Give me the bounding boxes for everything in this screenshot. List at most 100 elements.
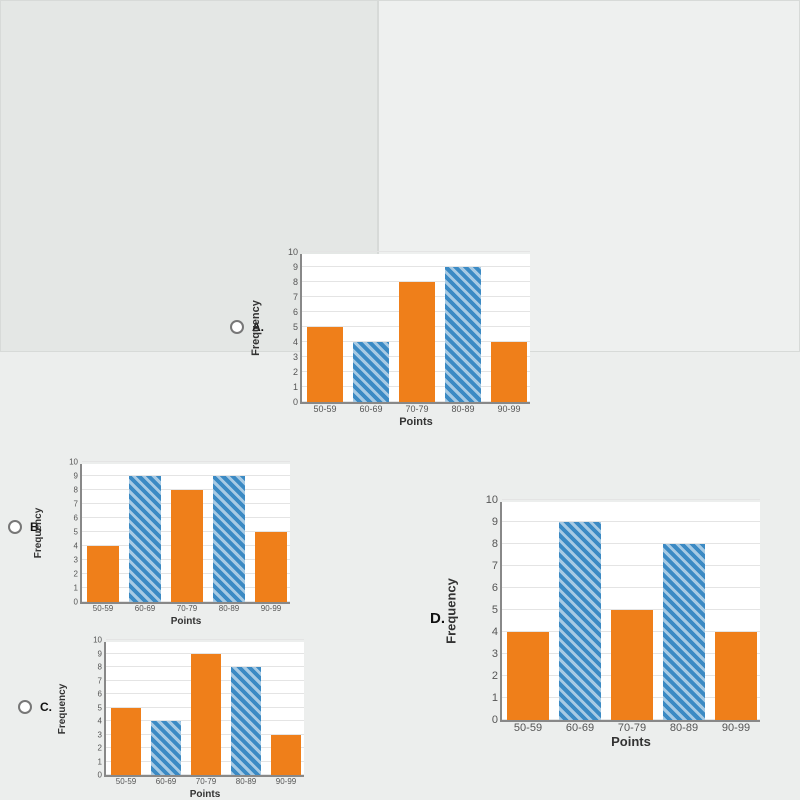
x-tick-label: 60-69 [156, 775, 176, 786]
grid-line [502, 587, 760, 588]
chart-plot-area: 01234567891050-5960-6970-7980-8990-99Poi… [80, 464, 290, 604]
y-tick-label: 9 [98, 649, 102, 658]
y-tick-label: 8 [74, 486, 78, 495]
radio-choice-a[interactable] [230, 320, 244, 334]
chart-d: 01234567891050-5960-6970-7980-8990-99Poi… [500, 502, 760, 722]
y-tick-label: 10 [288, 247, 298, 257]
histogram-bar [271, 735, 301, 776]
chart-plot-area: 01234567891050-5960-6970-7980-8990-99Poi… [300, 254, 530, 404]
x-axis-label: Points [171, 616, 202, 627]
y-tick-label: 8 [492, 538, 498, 550]
histogram-bar [191, 654, 221, 776]
y-tick-label: 6 [492, 582, 498, 594]
grid-line [502, 565, 760, 566]
y-tick-label: 4 [74, 542, 78, 551]
histogram-bar [507, 632, 549, 720]
y-tick-label: 5 [98, 703, 102, 712]
x-tick-label: 90-99 [497, 402, 520, 414]
x-tick-label: 70-79 [177, 602, 197, 613]
x-tick-label: 50-59 [313, 402, 336, 414]
histogram-bar [255, 532, 287, 602]
grid-line [502, 521, 760, 522]
x-tick-label: 50-59 [116, 775, 136, 786]
y-tick-label: 6 [74, 514, 78, 523]
grid-line [302, 266, 530, 267]
y-tick-label: 2 [492, 670, 498, 682]
chart-a: 01234567891050-5960-6970-7980-8990-99Poi… [300, 254, 530, 404]
y-tick-label: 5 [492, 604, 498, 616]
y-tick-label: 3 [492, 648, 498, 660]
x-axis-label: Points [190, 789, 221, 800]
y-tick-label: 0 [293, 397, 298, 407]
x-tick-label: 70-79 [405, 402, 428, 414]
grid-line [502, 499, 760, 500]
y-tick-label: 4 [293, 337, 298, 347]
histogram-bar [111, 708, 141, 776]
histogram-bar [213, 476, 245, 602]
x-tick-label: 60-69 [135, 602, 155, 613]
x-tick-label: 80-89 [236, 775, 256, 786]
y-axis-label: Frequency [250, 300, 262, 356]
y-tick-label: 7 [293, 292, 298, 302]
x-tick-label: 60-69 [566, 720, 594, 734]
page-root: The frequency table shows the number of … [0, 0, 800, 800]
y-tick-label: 6 [293, 307, 298, 317]
y-tick-label: 3 [74, 556, 78, 565]
y-tick-label: 1 [293, 382, 298, 392]
y-tick-label: 5 [293, 322, 298, 332]
histogram-bar [715, 632, 757, 720]
grid-line [82, 475, 290, 476]
chart-plot-area: 01234567891050-5960-6970-7980-8990-99Poi… [104, 642, 304, 777]
chart-plot-area: 01234567891050-5960-6970-7980-8990-99Poi… [500, 502, 760, 722]
y-tick-label: 0 [98, 771, 102, 780]
histogram-bar [559, 522, 601, 720]
histogram-bar [445, 267, 481, 402]
y-tick-label: 1 [98, 757, 102, 766]
y-tick-label: 2 [98, 744, 102, 753]
y-tick-label: 1 [492, 692, 498, 704]
y-tick-label: 0 [492, 714, 498, 726]
y-tick-label: 2 [74, 570, 78, 579]
x-tick-label: 60-69 [359, 402, 382, 414]
histogram-bar [171, 490, 203, 602]
histogram-bar [231, 667, 261, 775]
x-tick-label: 90-99 [276, 775, 296, 786]
y-tick-label: 9 [492, 516, 498, 528]
y-axis-label: Frequency [57, 683, 68, 734]
radio-choice-c[interactable] [18, 700, 32, 714]
histogram-bar [399, 282, 435, 402]
y-tick-label: 2 [293, 367, 298, 377]
y-tick-label: 9 [293, 262, 298, 272]
y-tick-label: 10 [486, 494, 498, 506]
histogram-bar [611, 610, 653, 720]
histogram-bar [151, 721, 181, 775]
y-tick-label: 10 [69, 458, 78, 467]
grid-line [302, 251, 530, 252]
y-tick-label: 8 [293, 277, 298, 287]
y-tick-label: 7 [74, 500, 78, 509]
histogram-bar [307, 327, 343, 402]
x-tick-label: 80-89 [670, 720, 698, 734]
histogram-bar [663, 544, 705, 720]
histogram-bar [491, 342, 527, 402]
grid-line [502, 543, 760, 544]
x-axis-label: Points [399, 416, 433, 428]
chart-b: 01234567891050-5960-6970-7980-8990-99Poi… [80, 464, 290, 604]
y-tick-label: 8 [98, 663, 102, 672]
y-tick-label: 10 [93, 636, 102, 645]
y-axis-label: Frequency [444, 578, 459, 644]
y-tick-label: 1 [74, 584, 78, 593]
x-tick-label: 90-99 [261, 602, 281, 613]
y-tick-label: 0 [74, 598, 78, 607]
choice-label-c: C. [40, 700, 52, 714]
grid-line [106, 639, 304, 640]
radio-choice-b[interactable] [8, 520, 22, 534]
x-axis-label: Points [611, 734, 651, 749]
y-tick-label: 6 [98, 690, 102, 699]
y-tick-label: 3 [293, 352, 298, 362]
x-tick-label: 70-79 [196, 775, 216, 786]
y-tick-label: 7 [492, 560, 498, 572]
y-tick-label: 9 [74, 472, 78, 481]
x-tick-label: 50-59 [93, 602, 113, 613]
y-tick-label: 7 [98, 676, 102, 685]
